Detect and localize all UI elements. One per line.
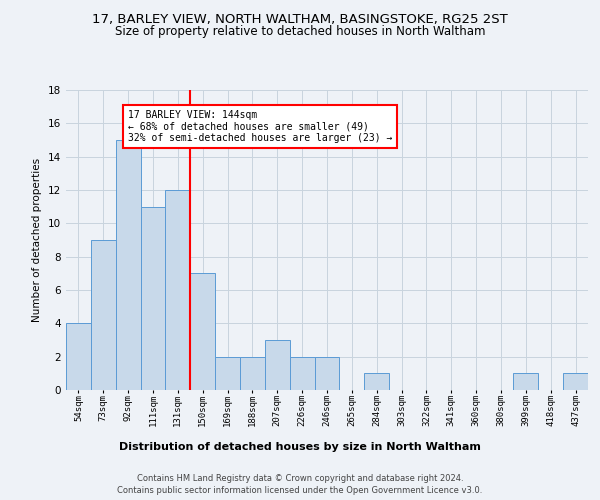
- Text: Contains HM Land Registry data © Crown copyright and database right 2024.: Contains HM Land Registry data © Crown c…: [137, 474, 463, 483]
- Bar: [215, 356, 240, 390]
- Bar: [240, 356, 265, 390]
- Bar: [166, 190, 190, 390]
- Text: 17, BARLEY VIEW, NORTH WALTHAM, BASINGSTOKE, RG25 2ST: 17, BARLEY VIEW, NORTH WALTHAM, BASINGST…: [92, 12, 508, 26]
- Bar: [514, 374, 538, 390]
- Bar: [265, 340, 290, 390]
- Y-axis label: Number of detached properties: Number of detached properties: [32, 158, 43, 322]
- Bar: [66, 324, 91, 390]
- Text: Contains public sector information licensed under the Open Government Licence v3: Contains public sector information licen…: [118, 486, 482, 495]
- Bar: [364, 374, 389, 390]
- Bar: [91, 240, 116, 390]
- Bar: [314, 356, 340, 390]
- Bar: [290, 356, 314, 390]
- Bar: [140, 206, 166, 390]
- Text: Size of property relative to detached houses in North Waltham: Size of property relative to detached ho…: [115, 25, 485, 38]
- Bar: [563, 374, 588, 390]
- Text: 17 BARLEY VIEW: 144sqm
← 68% of detached houses are smaller (49)
32% of semi-det: 17 BARLEY VIEW: 144sqm ← 68% of detached…: [128, 110, 392, 143]
- Bar: [116, 140, 140, 390]
- Text: Distribution of detached houses by size in North Waltham: Distribution of detached houses by size …: [119, 442, 481, 452]
- Bar: [190, 274, 215, 390]
